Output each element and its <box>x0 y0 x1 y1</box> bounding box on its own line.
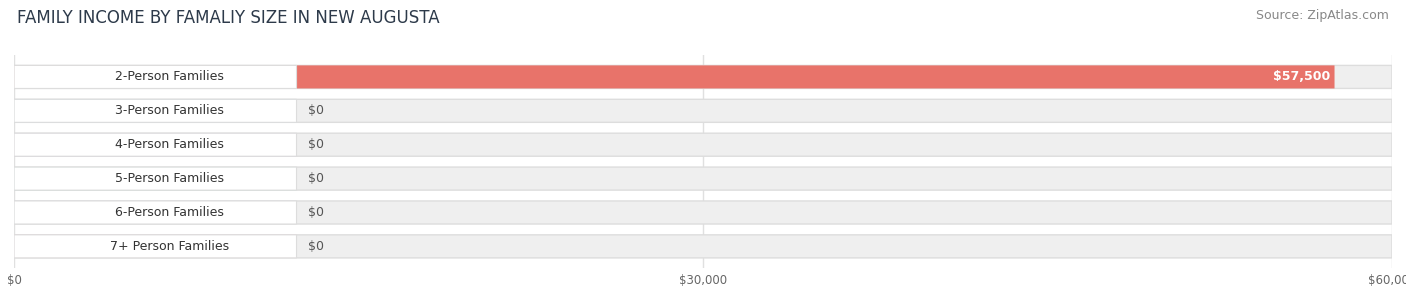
Text: 3-Person Families: 3-Person Families <box>115 104 224 117</box>
Text: $0: $0 <box>308 104 323 117</box>
Text: FAMILY INCOME BY FAMALIY SIZE IN NEW AUGUSTA: FAMILY INCOME BY FAMALIY SIZE IN NEW AUG… <box>17 9 440 27</box>
FancyBboxPatch shape <box>14 99 1392 122</box>
FancyBboxPatch shape <box>14 201 297 224</box>
FancyBboxPatch shape <box>14 99 297 122</box>
Text: 2-Person Families: 2-Person Families <box>115 70 224 84</box>
Text: 5-Person Families: 5-Person Families <box>115 172 224 185</box>
Text: 6-Person Families: 6-Person Families <box>115 206 224 219</box>
FancyBboxPatch shape <box>14 133 297 156</box>
Text: 7+ Person Families: 7+ Person Families <box>110 240 229 253</box>
FancyBboxPatch shape <box>14 65 1392 88</box>
Text: 4-Person Families: 4-Person Families <box>115 138 224 151</box>
Text: $0: $0 <box>308 240 323 253</box>
FancyBboxPatch shape <box>14 167 297 190</box>
FancyBboxPatch shape <box>14 65 297 88</box>
FancyBboxPatch shape <box>14 235 297 258</box>
FancyBboxPatch shape <box>14 235 297 258</box>
Text: $57,500: $57,500 <box>1274 70 1330 84</box>
FancyBboxPatch shape <box>14 167 297 190</box>
Text: Source: ZipAtlas.com: Source: ZipAtlas.com <box>1256 9 1389 22</box>
Text: $0: $0 <box>308 138 323 151</box>
FancyBboxPatch shape <box>14 133 1392 156</box>
FancyBboxPatch shape <box>14 65 1334 88</box>
FancyBboxPatch shape <box>14 133 297 156</box>
FancyBboxPatch shape <box>14 201 297 224</box>
FancyBboxPatch shape <box>14 235 1392 258</box>
FancyBboxPatch shape <box>14 167 1392 190</box>
FancyBboxPatch shape <box>14 201 1392 224</box>
Text: $0: $0 <box>308 206 323 219</box>
Text: $0: $0 <box>308 172 323 185</box>
FancyBboxPatch shape <box>14 99 297 122</box>
